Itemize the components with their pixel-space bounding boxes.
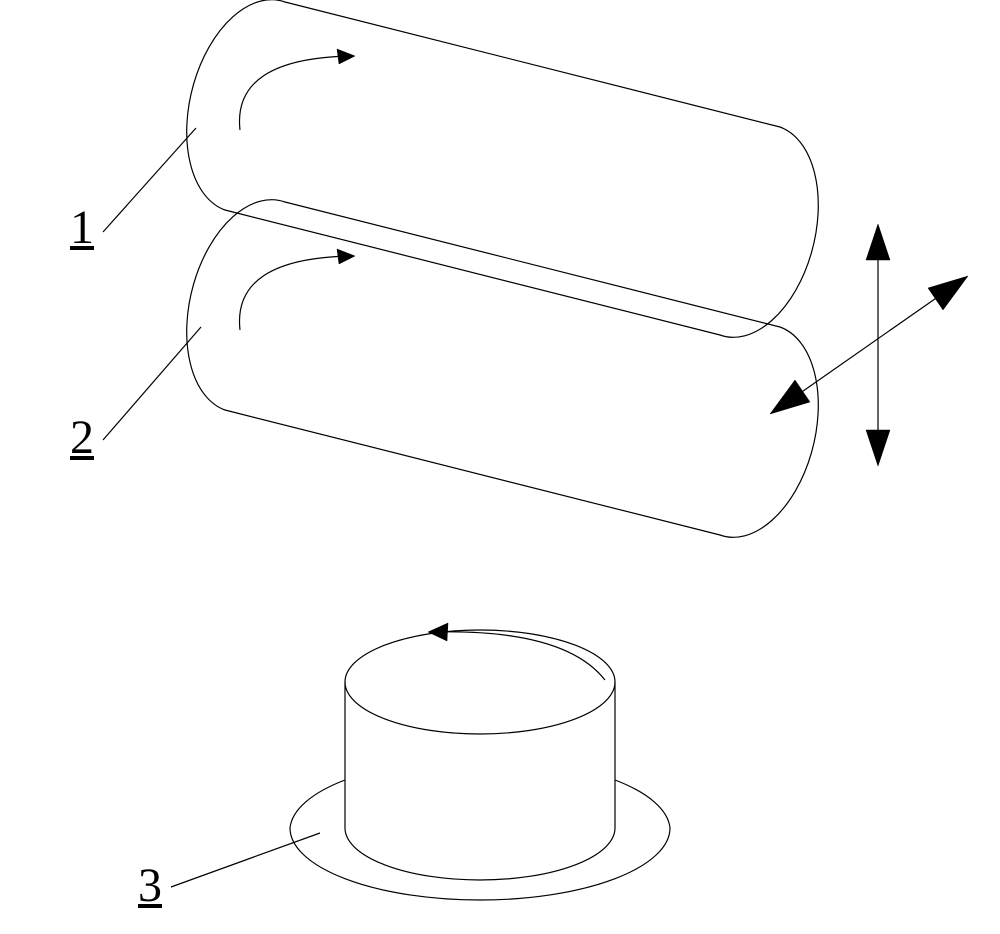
motion-arrow-diagonal: [770, 276, 968, 414]
label-2: 2: [70, 410, 94, 465]
diagram-svg: [0, 0, 1000, 934]
racetrack-loop-2: [187, 200, 819, 538]
racetrack-loop-1: [187, 0, 819, 337]
cylinder-rotor: [290, 623, 670, 900]
label-1: 1: [70, 200, 94, 255]
label-3: 3: [138, 858, 162, 913]
